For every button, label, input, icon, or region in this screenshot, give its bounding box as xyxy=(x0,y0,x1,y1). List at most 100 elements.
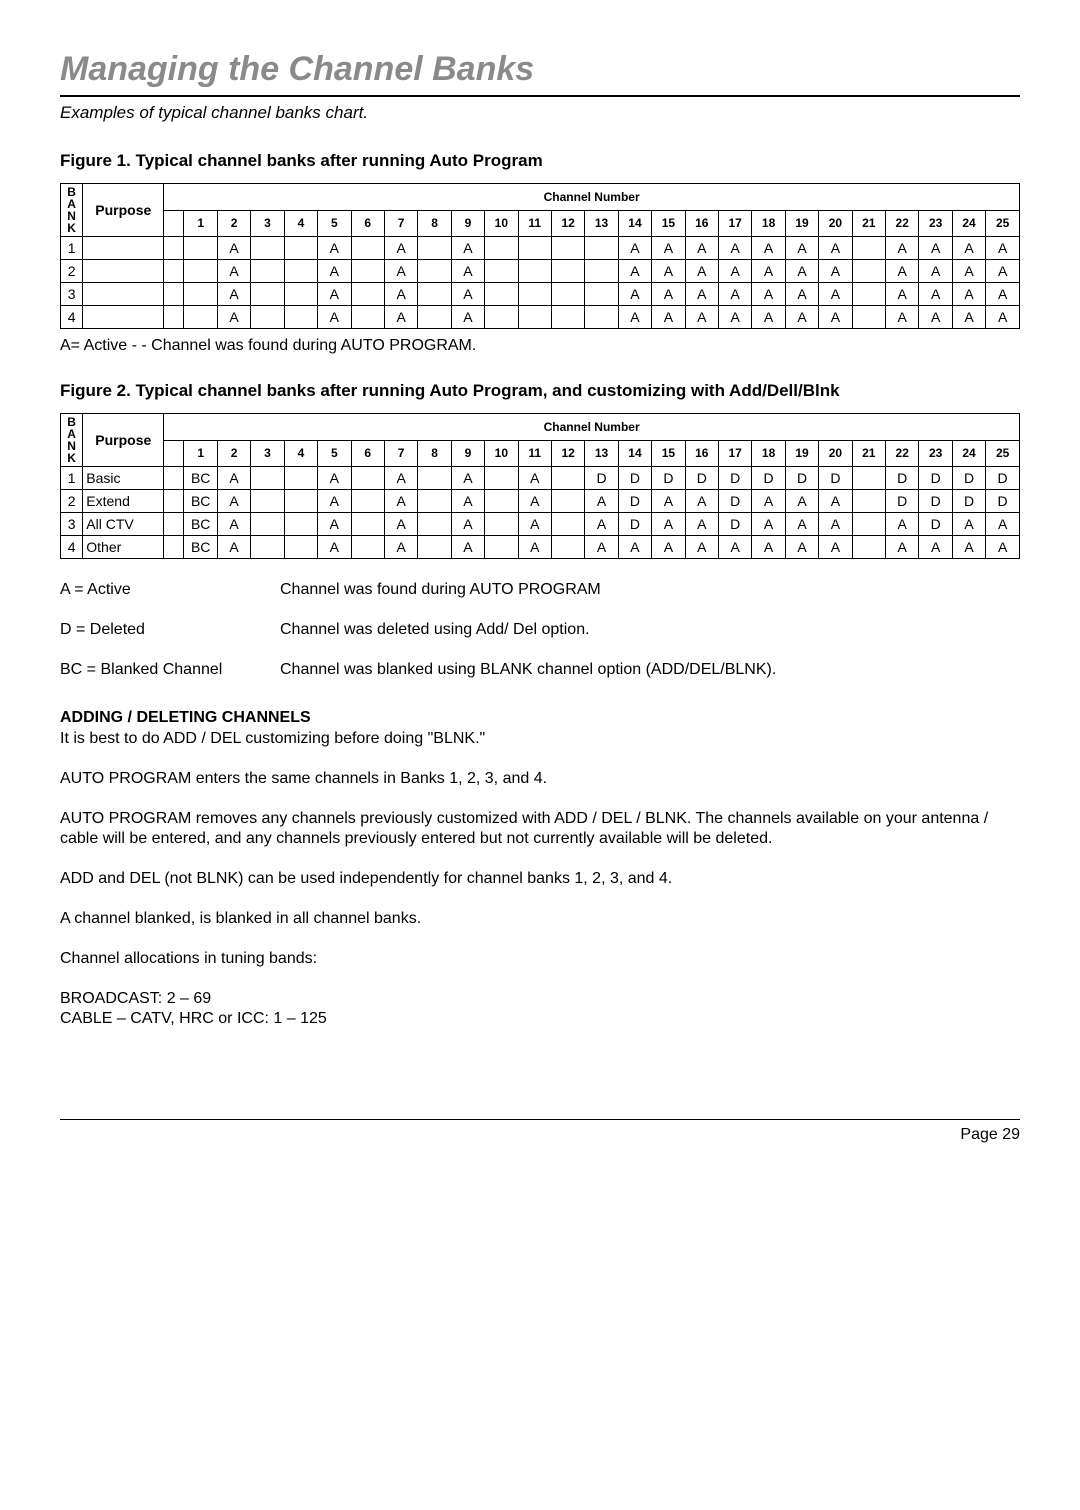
channel-cell: A xyxy=(217,536,250,559)
channel-cell: A xyxy=(318,306,351,329)
channel-cell: A xyxy=(318,283,351,306)
channel-cell: A xyxy=(451,513,484,536)
channel-cell xyxy=(485,306,518,329)
channel-cell: A xyxy=(652,306,685,329)
channel-cell xyxy=(485,536,518,559)
channel-column-header: 17 xyxy=(718,440,751,467)
purpose-cell xyxy=(83,260,164,283)
channel-column-header: 23 xyxy=(919,210,952,237)
channel-cell xyxy=(284,237,317,260)
channel-cell xyxy=(418,490,451,513)
channel-cell: A xyxy=(919,260,952,283)
channel-cell: D xyxy=(618,513,651,536)
channel-cell xyxy=(551,306,584,329)
channel-cell: A xyxy=(685,283,718,306)
subtitle: Examples of typical channel banks chart. xyxy=(60,103,1020,123)
body-paragraph: AUTO PROGRAM removes any channels previo… xyxy=(60,809,1020,849)
channel-cell xyxy=(184,283,217,306)
channel-column-header: 5 xyxy=(318,210,351,237)
channel-cell xyxy=(852,490,885,513)
channel-cell: A xyxy=(217,237,250,260)
channel-cell xyxy=(518,260,551,283)
figure2-table: BANKPurposeChannel Number123456789101112… xyxy=(60,413,1020,559)
channel-cell: A xyxy=(986,536,1020,559)
channel-cell: A xyxy=(752,260,785,283)
channel-cell: D xyxy=(585,467,618,490)
channel-cell: A xyxy=(518,536,551,559)
channel-column-header: 17 xyxy=(718,210,751,237)
channel-cell xyxy=(184,237,217,260)
channel-column-header: 13 xyxy=(585,210,618,237)
channel-cell: A xyxy=(785,490,818,513)
channel-cell: A xyxy=(952,513,985,536)
figure1-table: BANKPurposeChannel Number123456789101112… xyxy=(60,183,1020,329)
channel-column-header: 14 xyxy=(618,440,651,467)
channel-cell: A xyxy=(217,283,250,306)
channel-cell xyxy=(284,536,317,559)
bank-cell: 1 xyxy=(61,467,83,490)
purpose-cell xyxy=(83,237,164,260)
channel-cell: A xyxy=(886,283,919,306)
bank-header: BANK xyxy=(61,414,83,467)
channel-cell: A xyxy=(217,513,250,536)
channel-cell: A xyxy=(718,260,751,283)
channel-cell xyxy=(351,237,384,260)
channel-cell: A xyxy=(384,536,417,559)
bank-header: BANK xyxy=(61,184,83,237)
channel-column-header: 12 xyxy=(551,440,584,467)
channel-cell: D xyxy=(919,490,952,513)
channel-cell xyxy=(284,283,317,306)
channel-cell: A xyxy=(585,513,618,536)
bank-cell: 4 xyxy=(61,536,83,559)
legend-desc: Channel was deleted using Add/ Del optio… xyxy=(280,621,590,639)
channel-column-header: 16 xyxy=(685,210,718,237)
channel-cell: A xyxy=(785,306,818,329)
channel-cell xyxy=(551,490,584,513)
channel-cell xyxy=(418,536,451,559)
channel-column-header: 23 xyxy=(919,440,952,467)
channel-cell xyxy=(251,536,284,559)
channel-cell: A xyxy=(886,536,919,559)
channel-column-header: 15 xyxy=(652,440,685,467)
channel-cell: A xyxy=(952,260,985,283)
channel-cell xyxy=(518,283,551,306)
channel-cell xyxy=(585,237,618,260)
body-paragraph: AUTO PROGRAM enters the same channels in… xyxy=(60,769,1020,789)
channel-cell: A xyxy=(718,536,751,559)
channel-column-header xyxy=(164,440,184,467)
channel-cell: A xyxy=(451,237,484,260)
channel-cell: D xyxy=(886,490,919,513)
channel-cell: A xyxy=(952,283,985,306)
legend-key: BC = Blanked Channel xyxy=(60,661,280,679)
purpose-header: Purpose xyxy=(83,184,164,237)
channel-cell xyxy=(852,536,885,559)
channel-cell: A xyxy=(518,467,551,490)
channel-cell xyxy=(351,283,384,306)
purpose-cell xyxy=(83,306,164,329)
channel-cell: A xyxy=(451,283,484,306)
channel-column-header: 10 xyxy=(485,210,518,237)
channel-cell xyxy=(852,237,885,260)
channel-cell: A xyxy=(451,260,484,283)
channel-cell xyxy=(251,237,284,260)
channel-cell xyxy=(418,513,451,536)
channel-column-header: 6 xyxy=(351,210,384,237)
channel-column-header: 7 xyxy=(384,210,417,237)
legend: A = ActiveChannel was found during AUTO … xyxy=(60,581,1020,679)
channel-column-header: 5 xyxy=(318,440,351,467)
channel-cell: A xyxy=(785,260,818,283)
channel-cell: A xyxy=(819,490,852,513)
channel-cell: A xyxy=(618,536,651,559)
channel-column-header: 8 xyxy=(418,440,451,467)
channel-cell: A xyxy=(518,513,551,536)
channel-column-header: 7 xyxy=(384,440,417,467)
channel-cell: BC xyxy=(184,490,217,513)
channel-cell: A xyxy=(986,283,1020,306)
channel-cell: A xyxy=(652,536,685,559)
channel-cell xyxy=(551,513,584,536)
channel-column-header: 19 xyxy=(785,440,818,467)
channel-cell xyxy=(251,490,284,513)
channel-cell: D xyxy=(886,467,919,490)
channel-cell xyxy=(251,467,284,490)
channel-cell xyxy=(164,260,184,283)
